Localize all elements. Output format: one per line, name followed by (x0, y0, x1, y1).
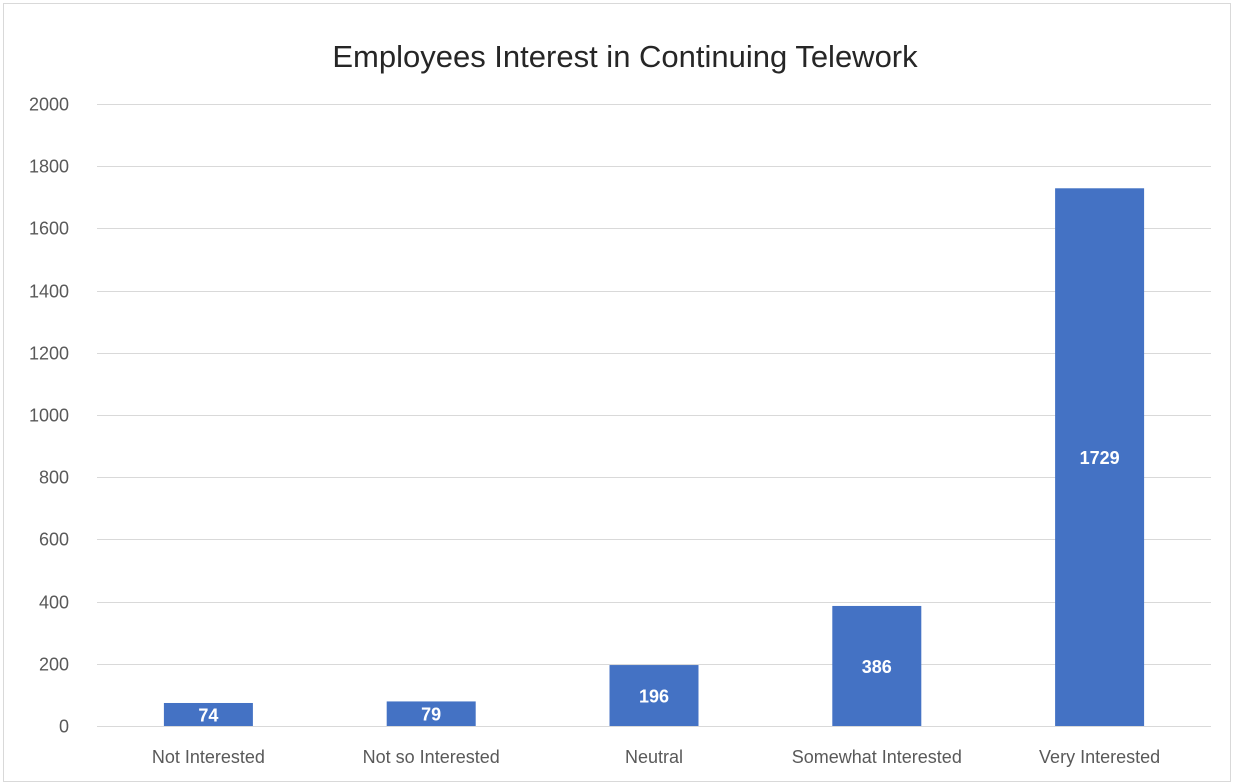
y-tick-label: 1400 (29, 282, 69, 302)
y-tick-label: 1600 (29, 219, 69, 239)
y-tick-label: 2000 (29, 95, 69, 115)
bar-3 (609, 665, 699, 726)
data-label: 196 (639, 687, 669, 707)
x-tick-label: Neutral (625, 747, 683, 767)
x-axis-ticks: Not Interested Not so Interested Neutral So… (152, 747, 1160, 767)
x-tick-label: Not Interested (152, 747, 265, 767)
bar-4 (832, 605, 922, 726)
y-tick-label: 0 (59, 717, 69, 737)
x-tick-label: Not so Interested (363, 747, 500, 767)
y-axis-ticks: 0 200 400 600 800 1000 1200 1400 1600 1800 2000 (29, 95, 69, 737)
data-labels: 74 79 196 386 1729 (198, 448, 1119, 725)
y-tick-label: 800 (39, 468, 69, 488)
data-label: 386 (862, 657, 892, 677)
chart-frame: Employees Interest in Continuing Telewor… (3, 3, 1231, 782)
chart-title: Employees Interest in Continuing Telewor… (332, 39, 918, 74)
bar-chart: Employees Interest in Continuing Telewor… (29, 39, 1211, 767)
y-tick-label: 1200 (29, 344, 69, 364)
data-label: 79 (421, 705, 441, 725)
bars (163, 188, 1145, 726)
data-label: 74 (198, 705, 218, 725)
gridlines (97, 104, 1211, 727)
y-tick-label: 600 (39, 530, 69, 550)
y-tick-label: 1800 (29, 157, 69, 177)
data-label: 1729 (1080, 448, 1120, 468)
bar-5 (1055, 188, 1145, 726)
y-tick-label: 400 (39, 593, 69, 613)
y-tick-label: 200 (39, 655, 69, 675)
x-tick-label: Very Interested (1039, 747, 1160, 767)
bar-1 (163, 702, 253, 726)
y-tick-label: 1000 (29, 406, 69, 426)
bar-2 (386, 701, 476, 726)
x-tick-label: Somewhat Interested (792, 747, 962, 767)
